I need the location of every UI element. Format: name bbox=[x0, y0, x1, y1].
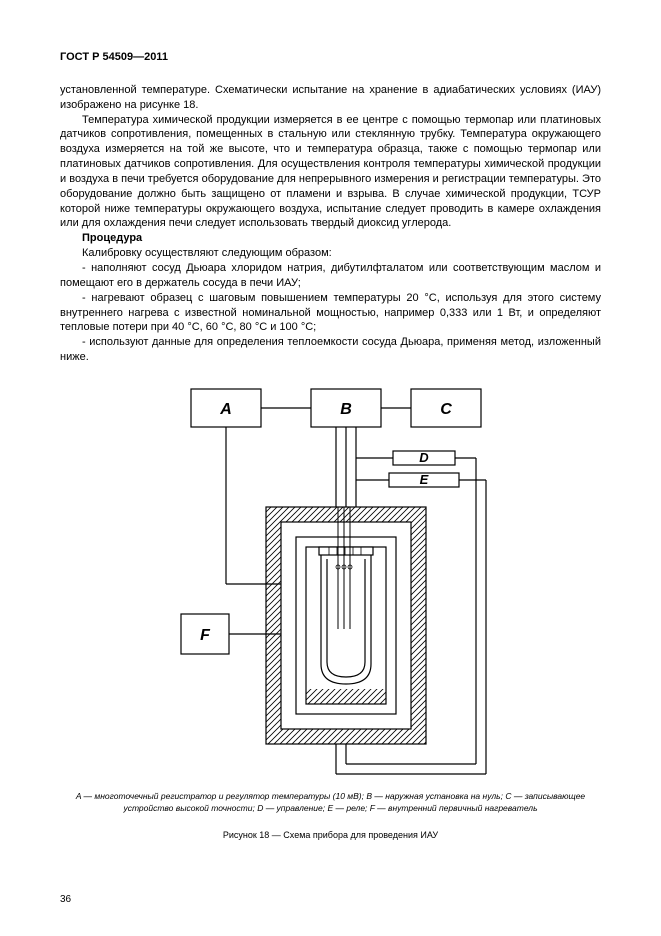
label-b: B bbox=[340, 401, 352, 418]
figure-legend: A — многоточечный регистратор и регулято… bbox=[60, 791, 601, 815]
figure-caption: Рисунок 18 — Схема прибора для проведени… bbox=[60, 829, 601, 841]
para-3-bold: Процедура bbox=[60, 231, 601, 246]
para-7: - используют данные для определения тепл… bbox=[60, 335, 601, 365]
figure-wrap: A B C D E F bbox=[60, 379, 601, 779]
page-number: 36 bbox=[60, 893, 71, 907]
figure-svg: A B C D E F bbox=[141, 379, 521, 779]
label-f: F bbox=[200, 627, 211, 644]
label-d: D bbox=[419, 450, 429, 465]
para-6: - нагревают образец с шаговым повышением… bbox=[60, 291, 601, 336]
doc-header: ГОСТ Р 54509—2011 bbox=[60, 50, 601, 65]
para-5: - наполняют сосуд Дьюара хлоридом натрия… bbox=[60, 261, 601, 291]
label-a: A bbox=[219, 401, 232, 418]
para-1: установленной температуре. Схематически … bbox=[60, 83, 601, 113]
label-c: C bbox=[440, 401, 452, 418]
para-4: Калибровку осуществляют следующим образо… bbox=[60, 246, 601, 261]
para-2: Температура химической продукции измеряе… bbox=[60, 113, 601, 232]
body-text: установленной температуре. Схематически … bbox=[60, 83, 601, 365]
label-e: E bbox=[419, 472, 428, 487]
